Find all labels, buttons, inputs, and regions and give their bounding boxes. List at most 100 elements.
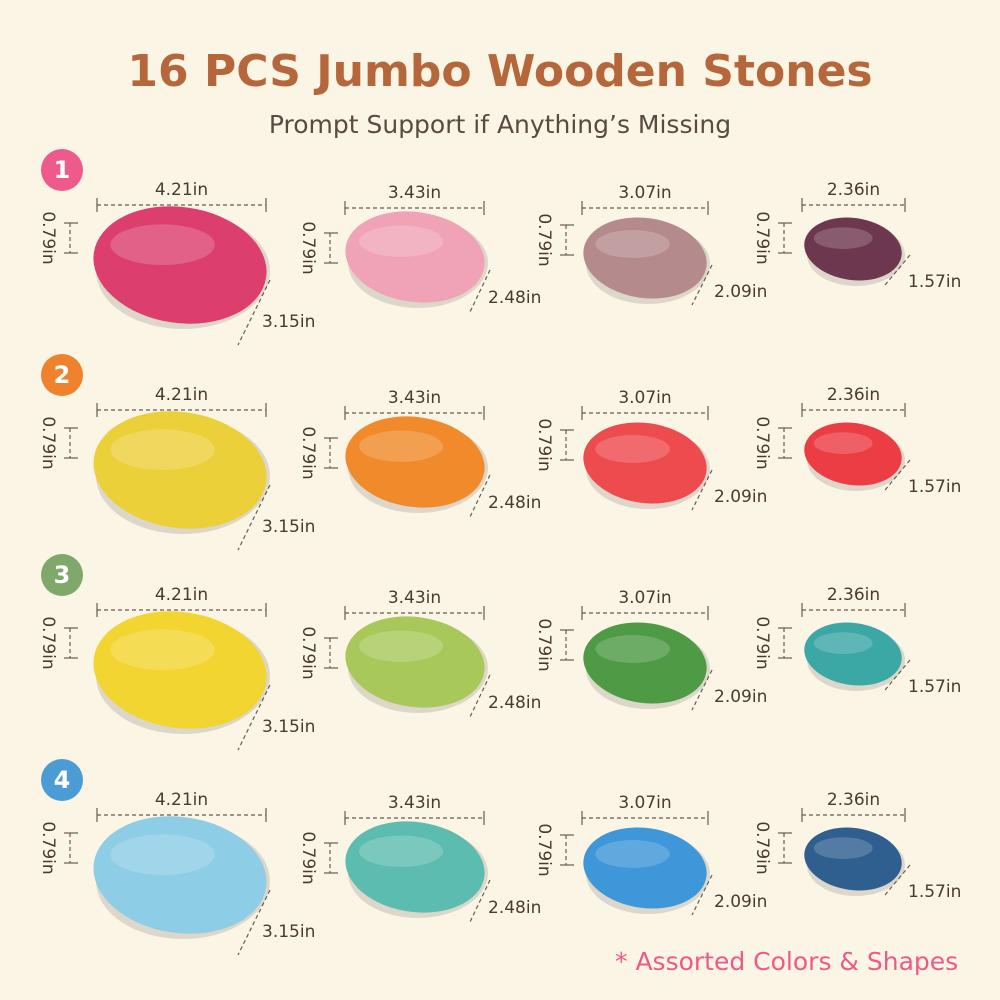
width-label: 4.21in xyxy=(155,790,208,810)
height-label: 0.79in xyxy=(298,626,318,679)
height-label: 0.79in xyxy=(38,211,58,264)
stone-highlight xyxy=(359,630,443,662)
width-label: 3.43in xyxy=(388,388,441,408)
stone xyxy=(583,217,707,299)
stone-item: 3.07in 0.79in 2.09in xyxy=(534,183,767,306)
height-label: 0.79in xyxy=(298,831,318,884)
height-label: 0.79in xyxy=(752,616,772,669)
row-number: 4 xyxy=(54,766,71,794)
stone xyxy=(583,622,707,704)
stone-highlight xyxy=(359,225,443,257)
stone-item: 2.36in 0.79in 1.57in xyxy=(752,585,961,697)
depth-label: 2.09in xyxy=(714,892,767,912)
height-label: 0.79in xyxy=(298,426,318,479)
stone-highlight xyxy=(110,429,215,471)
width-label: 3.43in xyxy=(388,183,441,203)
depth-label: 2.09in xyxy=(714,487,767,507)
stone xyxy=(583,827,707,909)
depth-label: 3.15in xyxy=(262,312,315,332)
depth-dim-line xyxy=(237,684,271,751)
height-label: 0.79in xyxy=(38,821,58,874)
row-badge xyxy=(41,759,83,801)
stone-highlight xyxy=(595,840,670,868)
stone xyxy=(583,422,707,504)
stone-item: 4.21in 0.79in 3.15in xyxy=(38,790,315,956)
width-label: 2.36in xyxy=(827,385,880,405)
stone-highlight xyxy=(595,635,670,663)
depth-dim-line xyxy=(691,264,713,306)
height-label: 0.79in xyxy=(298,221,318,274)
stone-item: 2.36in 0.79in 1.57in xyxy=(752,790,961,902)
depth-dim-line xyxy=(691,469,713,511)
depth-label: 3.15in xyxy=(262,717,315,737)
stone xyxy=(804,422,902,486)
stone xyxy=(93,816,267,934)
stone-highlight xyxy=(813,632,873,655)
height-label: 0.79in xyxy=(38,416,58,469)
width-label: 2.36in xyxy=(827,180,880,200)
stone-item: 4.21in 0.79in 3.15in xyxy=(38,585,315,751)
depth-dim-line xyxy=(469,474,491,518)
depth-dim-line xyxy=(691,874,713,916)
width-label: 4.21in xyxy=(155,180,208,200)
stone xyxy=(345,416,485,508)
depth-label: 3.15in xyxy=(262,922,315,942)
depth-label: 2.48in xyxy=(488,898,541,918)
depth-dim-line xyxy=(469,879,491,923)
depth-label: 1.57in xyxy=(908,677,961,697)
height-label: 0.79in xyxy=(534,823,554,876)
stone xyxy=(93,411,267,529)
stone-item: 3.07in 0.79in 2.09in xyxy=(534,793,767,916)
stone-item: 3.43in 0.79in 2.48in xyxy=(298,588,541,718)
stone xyxy=(804,217,902,281)
stone xyxy=(93,611,267,729)
height-label: 0.79in xyxy=(752,416,772,469)
width-label: 4.21in xyxy=(155,385,208,405)
height-label: 0.79in xyxy=(752,211,772,264)
stone-item: 4.21in 0.79in 3.15in xyxy=(38,180,315,346)
row-badge xyxy=(41,149,83,191)
depth-dim-line xyxy=(237,889,271,956)
width-label: 3.07in xyxy=(618,388,671,408)
width-label: 3.43in xyxy=(388,588,441,608)
depth-dim-line xyxy=(237,484,271,551)
height-label: 0.79in xyxy=(534,213,554,266)
depth-dim-line xyxy=(237,279,271,346)
stone-highlight xyxy=(595,230,670,258)
row-number: 2 xyxy=(54,361,71,389)
depth-dim-line xyxy=(469,674,491,718)
width-label: 2.36in xyxy=(827,790,880,810)
depth-label: 2.48in xyxy=(488,493,541,513)
stone-highlight xyxy=(110,629,215,670)
stone-highlight xyxy=(359,430,443,462)
depth-label: 1.57in xyxy=(908,477,961,497)
row-number: 1 xyxy=(54,156,71,184)
stone-item: 3.43in 0.79in 2.48in xyxy=(298,183,541,313)
stone-highlight xyxy=(595,435,670,463)
width-label: 3.07in xyxy=(618,793,671,813)
stone-item: 3.07in 0.79in 2.09in xyxy=(534,388,767,511)
stone-highlight xyxy=(110,224,215,265)
stone-item: 3.43in 0.79in 2.48in xyxy=(298,388,541,518)
depth-label: 2.48in xyxy=(488,693,541,713)
depth-label: 1.57in xyxy=(908,272,961,292)
stone-item: 2.36in 0.79in 1.57in xyxy=(752,385,961,497)
stone xyxy=(93,206,267,324)
width-label: 3.07in xyxy=(618,183,671,203)
note: * Assorted Colors & Shapes xyxy=(615,947,958,976)
stone-highlight xyxy=(813,432,873,454)
depth-label: 2.09in xyxy=(714,282,767,302)
stone-highlight xyxy=(813,227,873,249)
height-label: 0.79in xyxy=(534,618,554,671)
depth-label: 2.09in xyxy=(714,687,767,707)
stone-item: 2.36in 0.79in 1.57in xyxy=(752,180,961,292)
height-label: 0.79in xyxy=(752,821,772,874)
stone-item: 3.07in 0.79in 2.09in xyxy=(534,588,767,711)
depth-label: 1.57in xyxy=(908,882,961,902)
stone xyxy=(345,616,485,708)
row-number: 3 xyxy=(54,561,71,589)
row-badge xyxy=(41,354,83,396)
stone xyxy=(804,827,902,891)
width-label: 3.07in xyxy=(618,588,671,608)
stone-highlight xyxy=(359,835,443,867)
